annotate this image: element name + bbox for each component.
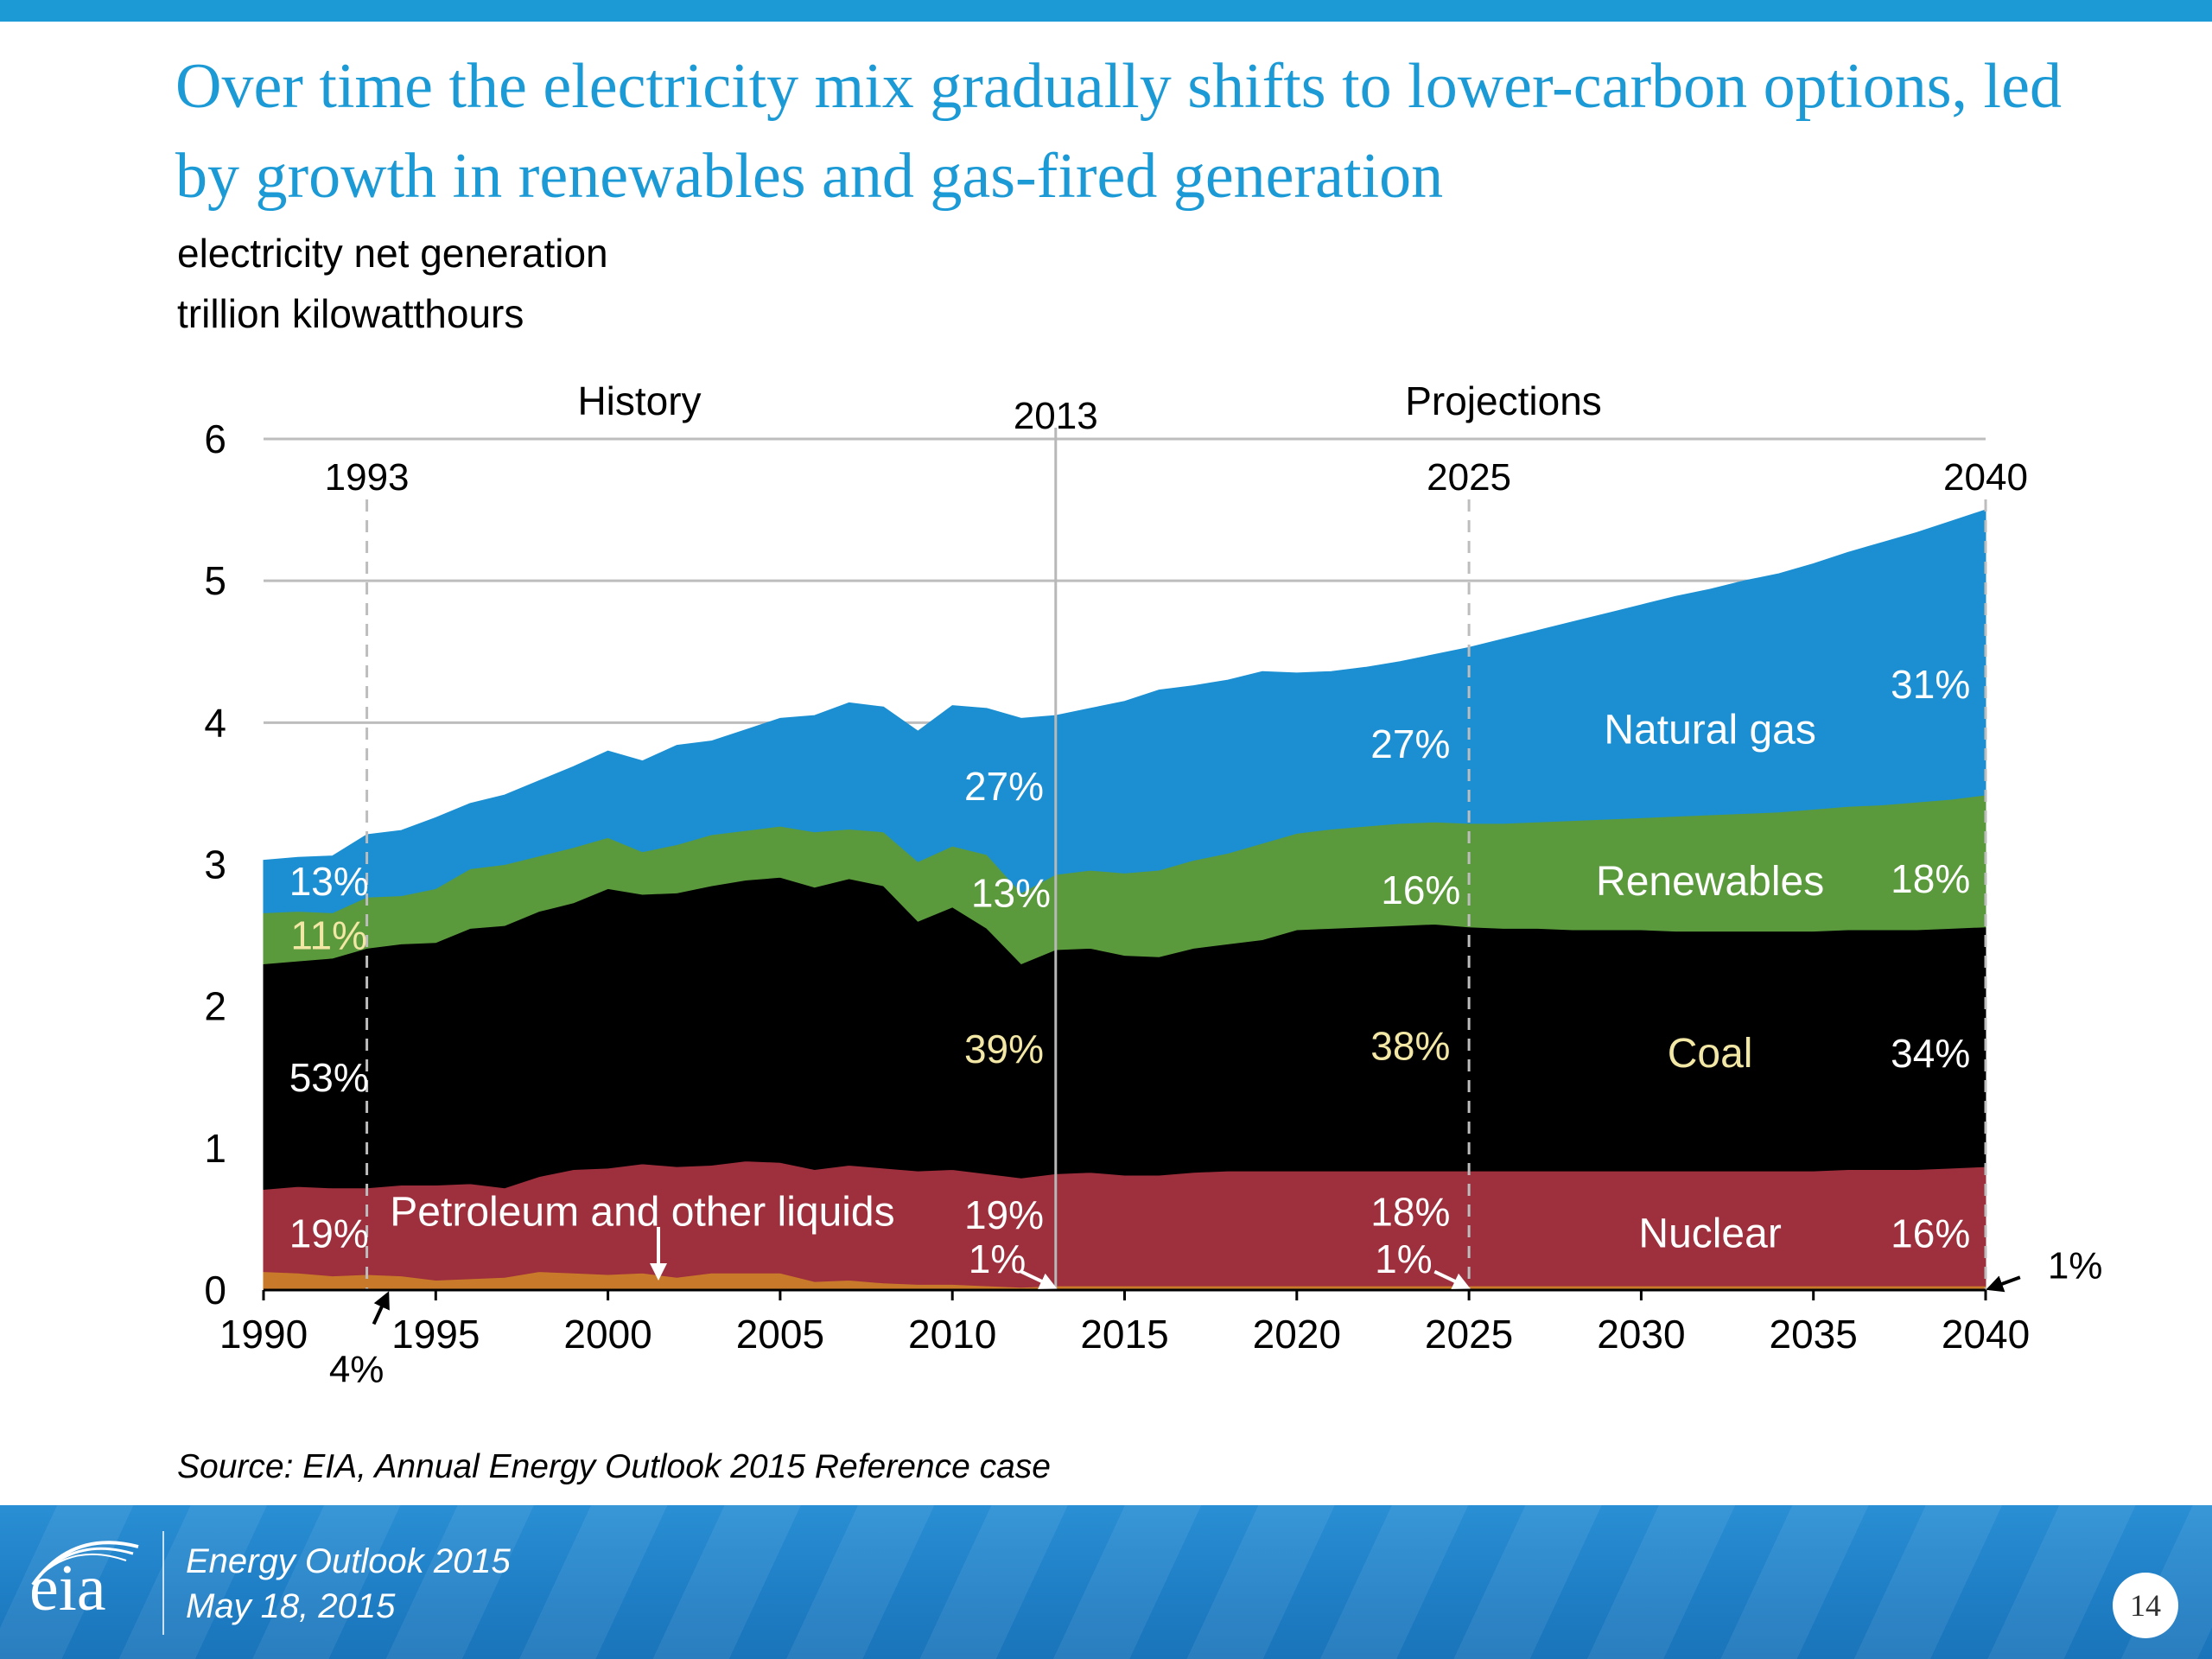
y-tick-label-6: 6 xyxy=(204,416,226,461)
area-label-renewables: Renewables xyxy=(1596,859,1824,905)
eia-logo-icon xyxy=(31,1541,139,1586)
share-label-7: 19% xyxy=(964,1192,1044,1237)
x-tick-label-2010: 2010 xyxy=(908,1312,996,1357)
x-tick-label-1990: 1990 xyxy=(219,1312,308,1357)
footer-date: May 18, 2015 xyxy=(186,1587,396,1625)
callout-label-0: 4% xyxy=(329,1348,385,1390)
chart-subtitle-units: trillion kilowatthours xyxy=(177,291,524,336)
footer-band: eia Energy Outlook 2015 May 18, 2015 xyxy=(0,1505,2212,1659)
x-tick-label-2025: 2025 xyxy=(1425,1312,1513,1357)
top-accent-bar xyxy=(0,0,2212,22)
source-note: Source: EIA, Annual Energy Outlook 2015 … xyxy=(177,1448,1051,1485)
y-tick-label-4: 4 xyxy=(204,700,226,745)
share-label-8: 1% xyxy=(969,1236,1026,1281)
y-tick-label-5: 5 xyxy=(204,558,226,603)
x-tick-label-2000: 2000 xyxy=(563,1312,652,1357)
area-label-coal: Coal xyxy=(1668,1031,1753,1077)
area-label-natural-gas: Natural gas xyxy=(1604,708,1815,753)
reference-lines: 1993 2013 2025 2040 History Projections xyxy=(325,378,2028,1290)
area-label-nuclear: Nuclear xyxy=(1638,1211,1781,1256)
x-tick-label-2035: 2035 xyxy=(1770,1312,1858,1357)
footer-divider xyxy=(162,1531,164,1635)
share-label-4: 27% xyxy=(964,764,1044,809)
share-label-10: 16% xyxy=(1381,868,1460,912)
pointer-arrow-2040-liquids xyxy=(1986,1275,2021,1293)
slide-title: Over time the electricity mix gradually … xyxy=(175,51,2062,212)
reference-year-label-2013: 2013 xyxy=(1014,395,1098,437)
callout-label-1: 1% xyxy=(2048,1244,2103,1287)
reference-year-label-2025: 2025 xyxy=(1427,456,1511,499)
stacked-areas xyxy=(263,509,1986,1291)
share-label-16: 34% xyxy=(1891,1031,1970,1076)
share-label-1: 11% xyxy=(290,913,367,958)
eia-logo-text: eia xyxy=(29,1552,106,1624)
y-tick-label-3: 3 xyxy=(204,842,226,887)
x-tick-label-2040: 2040 xyxy=(1942,1312,2030,1357)
share-label-9: 27% xyxy=(1370,721,1450,766)
share-label-15: 18% xyxy=(1891,856,1970,901)
period-label-history: History xyxy=(577,378,701,423)
chart-annotations: Natural gas Renewables Coal Nuclear Petroleu… xyxy=(289,662,2103,1390)
share-label-13: 1% xyxy=(1375,1236,1432,1281)
share-label-11: 38% xyxy=(1370,1024,1450,1069)
pointer-arrow-2013-liquids xyxy=(1020,1269,1058,1289)
share-label-3: 19% xyxy=(289,1211,369,1255)
share-label-5: 13% xyxy=(971,870,1051,915)
reference-year-label-1993: 1993 xyxy=(325,456,410,499)
share-label-0: 13% xyxy=(289,859,369,904)
y-tick-label-1: 1 xyxy=(204,1126,226,1171)
x-tick-label-2015: 2015 xyxy=(1080,1312,1168,1357)
x-tick-label-1995: 1995 xyxy=(391,1312,480,1357)
share-label-12: 18% xyxy=(1370,1190,1450,1235)
footer-pattern xyxy=(0,1505,2212,1659)
pointer-arrow-1993-liquids xyxy=(372,1291,390,1325)
share-label-2: 53% xyxy=(289,1055,369,1100)
reference-year-label-2040: 2040 xyxy=(1943,456,2028,499)
share-label-17: 16% xyxy=(1891,1211,1970,1255)
footer-report-name: Energy Outlook 2015 xyxy=(186,1542,511,1580)
page-number: 14 xyxy=(2113,1573,2178,1638)
share-label-6: 39% xyxy=(964,1027,1044,1071)
period-label-projections: Projections xyxy=(1405,378,1602,423)
share-label-14: 31% xyxy=(1891,662,1970,707)
axes: 1990 1995 2000 2005 2010 2015 2020 2025 2030 2035… xyxy=(204,416,2030,1357)
y-tick-label-2: 2 xyxy=(204,984,226,1029)
y-tick-label-0: 0 xyxy=(204,1268,226,1313)
x-tick-label-2005: 2005 xyxy=(736,1312,824,1357)
area-label-petroleum-and-other-liquids: Petroleum and other liquids xyxy=(390,1190,894,1236)
x-tick-label-2030: 2030 xyxy=(1597,1312,1685,1357)
x-tick-label-2020: 2020 xyxy=(1253,1312,1341,1357)
chart-subtitle-measure: electricity net generation xyxy=(177,231,608,276)
pointer-arrow-2025-liquids xyxy=(1433,1269,1471,1289)
